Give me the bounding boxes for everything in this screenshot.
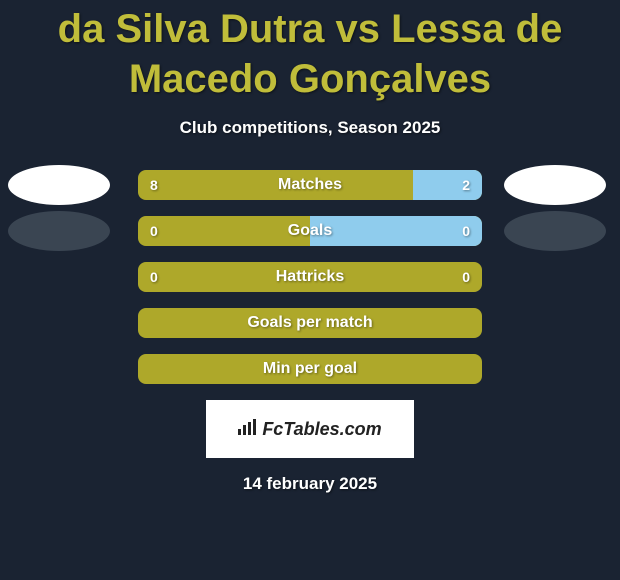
- date-label: 14 february 2025: [243, 474, 377, 494]
- logo-box: FcTables.com: [206, 400, 414, 458]
- bar-value-right: 0: [462, 269, 470, 285]
- stat-bar: 0 Hattricks 0: [138, 262, 482, 292]
- bar-right-fill: [413, 170, 482, 200]
- bar-label: Matches: [278, 176, 342, 194]
- bar-label: Goals per match: [247, 314, 372, 332]
- bar-value-left: 8: [150, 177, 158, 193]
- bar-value-right: 2: [462, 177, 470, 193]
- bar-label: Hattricks: [276, 268, 344, 286]
- avatar-right: [504, 211, 606, 251]
- stat-rows: 8 Matches 2 0 Goals 0 0 Hattricks 0 Goals per mat…: [0, 170, 620, 384]
- stat-row: Min per goal: [0, 354, 620, 384]
- stat-bar: 8 Matches 2: [138, 170, 482, 200]
- logo: FcTables.com: [238, 419, 381, 440]
- avatar-left: [8, 211, 110, 251]
- bar-label: Min per goal: [263, 360, 357, 378]
- stat-row: 0 Goals 0: [0, 216, 620, 246]
- stat-row: Goals per match: [0, 308, 620, 338]
- page-title: da Silva Dutra vs Lessa de Macedo Gonçal…: [0, 4, 620, 104]
- bar-label: Goals: [288, 222, 332, 240]
- stat-row: 8 Matches 2: [0, 170, 620, 200]
- stat-row: 0 Hattricks 0: [0, 262, 620, 292]
- subtitle: Club competitions, Season 2025: [180, 118, 441, 138]
- chart-icon: [238, 419, 258, 440]
- bar-value-left: 0: [150, 269, 158, 285]
- bar-value-right: 0: [462, 223, 470, 239]
- bar-value-left: 0: [150, 223, 158, 239]
- bar-right-fill: [310, 216, 482, 246]
- infographic-container: da Silva Dutra vs Lessa de Macedo Gonçal…: [0, 0, 620, 494]
- stat-bar: Goals per match: [138, 308, 482, 338]
- logo-text: FcTables.com: [262, 419, 381, 440]
- stat-bar: 0 Goals 0: [138, 216, 482, 246]
- avatar-right: [504, 165, 606, 205]
- stat-bar: Min per goal: [138, 354, 482, 384]
- avatar-left: [8, 165, 110, 205]
